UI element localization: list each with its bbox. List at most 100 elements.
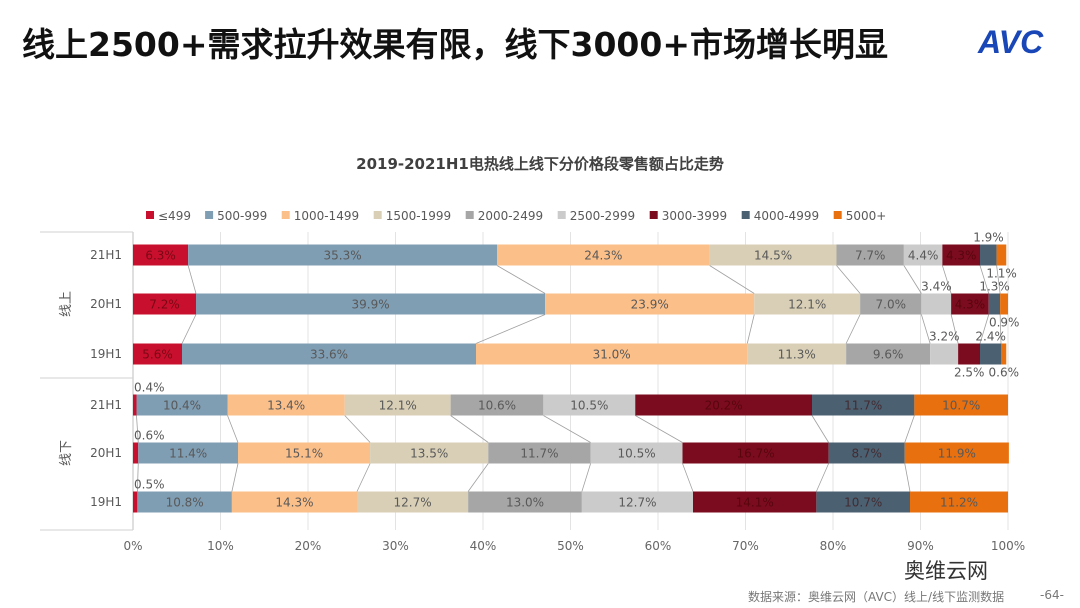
bar-segment — [231, 491, 357, 513]
bar-segment — [635, 394, 812, 416]
bar-segment — [816, 491, 910, 513]
series-connector — [836, 265, 861, 294]
series-connector — [979, 314, 990, 344]
category-label: 19H1 — [90, 347, 122, 361]
series-connector — [941, 265, 952, 294]
data-label: 16.7% — [737, 447, 775, 461]
category-label: 21H1 — [90, 398, 122, 412]
legend-label: 2000-2499 — [478, 209, 543, 223]
bar-segment — [709, 244, 837, 266]
series-connector — [496, 265, 546, 294]
bar-segment — [137, 491, 232, 513]
series-connector — [904, 415, 915, 443]
data-label: 11.7% — [844, 399, 882, 413]
series-connector — [682, 463, 694, 492]
page-title: 线上2500+需求拉升效果有限，线下3000+市场增长明显 — [22, 25, 888, 64]
series-connector — [746, 314, 755, 344]
bar-segment — [980, 244, 997, 266]
bar-segment — [958, 343, 980, 365]
bar-segment — [988, 293, 1001, 315]
series-connector — [950, 314, 959, 344]
bar-segment — [904, 442, 1009, 464]
legend-label: 2500-2999 — [570, 209, 635, 223]
x-tick-label: 30% — [382, 539, 409, 553]
legend-label: 500-999 — [217, 209, 267, 223]
x-tick-label: 60% — [645, 539, 672, 553]
data-label: 10.7% — [844, 496, 882, 510]
series-connector — [816, 463, 829, 492]
data-label: 10.6% — [478, 399, 516, 413]
bar-segment — [476, 343, 748, 365]
bar-segment — [133, 442, 139, 464]
data-label: 12.1% — [788, 298, 826, 312]
data-label: 31.0% — [593, 348, 631, 362]
data-label: 12.7% — [394, 496, 432, 510]
series-connector — [227, 415, 239, 443]
bar-segment — [133, 394, 137, 416]
data-label: 10.7% — [942, 399, 980, 413]
bar-segment — [188, 244, 497, 266]
legend-label: 5000+ — [846, 209, 887, 223]
series-connector — [979, 265, 990, 294]
avc-logo: AVC — [978, 24, 1044, 60]
series-connector — [344, 415, 371, 443]
data-label: 5.6% — [142, 348, 173, 362]
group-label: 线上 — [59, 291, 74, 317]
series-connector — [845, 314, 861, 344]
data-label: 1.1% — [986, 267, 1017, 281]
bar-segment — [488, 442, 591, 464]
data-label: 7.2% — [149, 298, 180, 312]
series-connector — [450, 415, 489, 443]
series-connector — [811, 415, 829, 443]
legend-label: 1500-1999 — [386, 209, 451, 223]
bar-segment — [914, 394, 1008, 416]
data-label: 2.5% — [954, 366, 985, 380]
data-label: 8.7% — [851, 447, 882, 461]
legend-swatch — [741, 211, 750, 219]
x-tick-label: 90% — [907, 539, 934, 553]
series-connector — [475, 314, 546, 344]
series-connector — [231, 463, 239, 492]
bar-segment — [133, 293, 196, 315]
bar-segment — [581, 491, 693, 513]
bar-segment — [1001, 343, 1007, 365]
bar-segment — [133, 244, 189, 266]
x-tick-label: 80% — [820, 539, 847, 553]
bar-segment — [238, 442, 371, 464]
bar-segment — [682, 442, 829, 464]
legend-swatch — [205, 211, 214, 219]
category-label: 20H1 — [90, 297, 122, 311]
bar-segment — [182, 343, 476, 365]
category-label: 20H1 — [90, 446, 122, 460]
data-label: 7.7% — [855, 249, 886, 263]
data-label: 10.5% — [570, 399, 608, 413]
legend-label: 1000-1499 — [294, 209, 359, 223]
data-label: 0.9% — [989, 316, 1020, 330]
legend-swatch — [146, 211, 154, 219]
bar-segment — [136, 394, 228, 416]
bar-segment — [357, 491, 469, 513]
data-label: 11.7% — [520, 447, 558, 461]
group-label: 线下 — [59, 440, 74, 466]
bar-segment — [227, 394, 345, 416]
category-label: 19H1 — [90, 495, 122, 509]
data-label: 11.3% — [778, 348, 816, 362]
series-connector — [136, 463, 139, 492]
data-label: 3.2% — [929, 330, 960, 344]
bar-segment — [747, 343, 847, 365]
x-tick-label: 50% — [557, 539, 584, 553]
data-label: 3.4% — [921, 280, 952, 294]
bar-segment — [138, 442, 238, 464]
bar-segment — [543, 394, 636, 416]
data-label: 12.1% — [379, 399, 417, 413]
data-label: 4.4% — [908, 249, 939, 263]
bar-segment — [133, 343, 182, 365]
series-connector — [635, 415, 683, 443]
data-label: 2.4% — [975, 330, 1006, 344]
x-tick-label: 40% — [470, 539, 497, 553]
data-label: 7.0% — [876, 298, 907, 312]
series-connector — [999, 314, 1002, 344]
data-label: 24.3% — [584, 249, 622, 263]
data-label: 14.1% — [736, 496, 774, 510]
